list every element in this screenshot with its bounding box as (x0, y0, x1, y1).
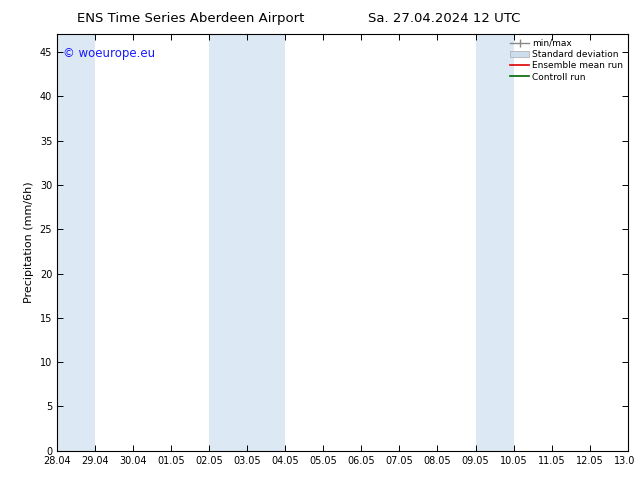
Legend: min/max, Standard deviation, Ensemble mean run, Controll run: min/max, Standard deviation, Ensemble me… (508, 36, 626, 84)
Bar (209, 34, 285, 451)
Text: © woeurope.eu: © woeurope.eu (63, 47, 155, 60)
Y-axis label: Precipitation (mm/6h): Precipitation (mm/6h) (24, 182, 34, 303)
Text: Sa. 27.04.2024 12 UTC: Sa. 27.04.2024 12 UTC (368, 12, 520, 25)
Bar (57, 34, 95, 451)
Text: ENS Time Series Aberdeen Airport: ENS Time Series Aberdeen Airport (77, 12, 304, 25)
Bar (476, 34, 514, 451)
